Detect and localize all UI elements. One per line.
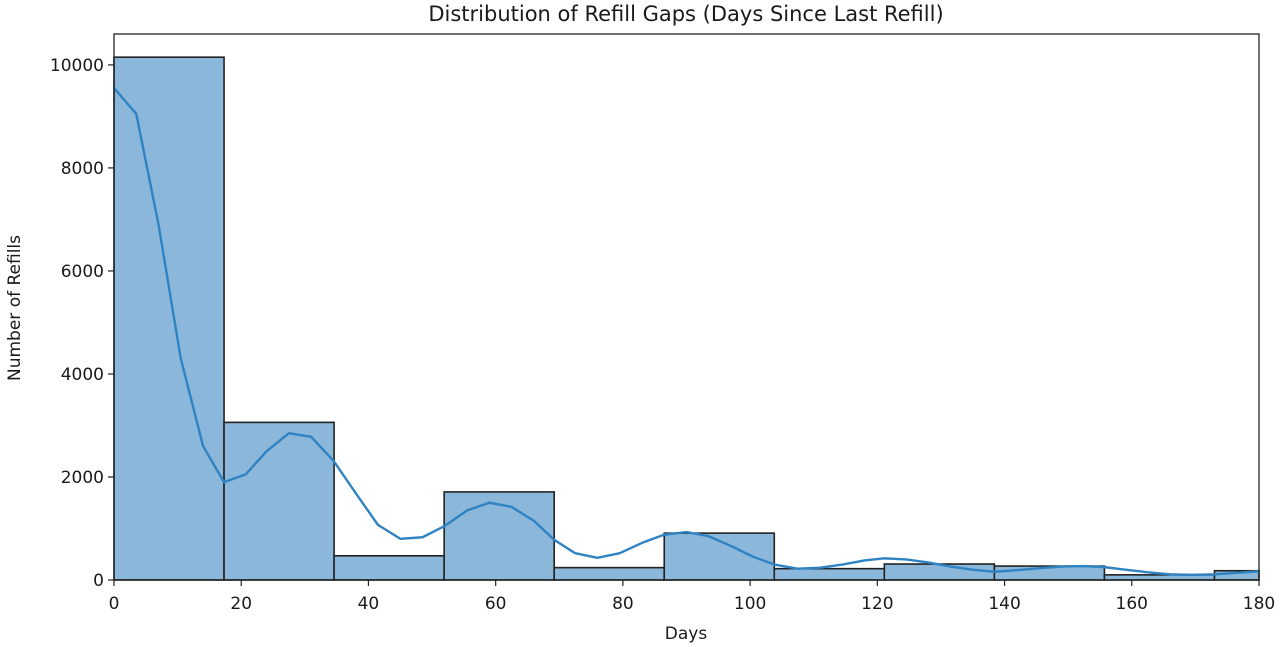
histogram-bar (223, 421, 335, 581)
x-tick-label: 60 (485, 594, 507, 614)
histogram-bar (553, 566, 666, 581)
y-tick-label: 6000 (61, 262, 104, 282)
x-axis-ticks: 0 20 40 60 80 100 120 140 160 180 (109, 580, 1275, 614)
x-tick-label: 140 (988, 594, 1020, 614)
y-tick-label: 0 (93, 571, 104, 591)
x-tick-label: 100 (734, 594, 766, 614)
histogram-bar (773, 567, 886, 581)
x-tick-label: 120 (861, 594, 893, 614)
y-tick-label: 2000 (61, 468, 104, 488)
histogram-bars (113, 56, 1260, 581)
chart-title: Distribution of Refill Gaps (Days Since … (428, 2, 943, 26)
y-axis-ticks: 0 2000 4000 6000 8000 10000 (50, 56, 114, 591)
y-tick-label: 8000 (61, 159, 104, 179)
kde-curve (112, 86, 1261, 577)
x-axis-label: Days (665, 624, 708, 644)
histogram-bar (883, 563, 996, 581)
x-tick-label: 40 (358, 594, 380, 614)
y-tick-label: 4000 (61, 365, 104, 385)
histogram-bar (333, 554, 445, 581)
x-tick-label: 180 (1243, 594, 1275, 614)
x-tick-label: 160 (1116, 594, 1148, 614)
histogram-bar (443, 491, 555, 581)
x-tick-label: 20 (230, 594, 252, 614)
x-tick-label: 80 (612, 594, 634, 614)
y-axis-label: Number of Refills (5, 235, 25, 381)
histogram-bar (113, 56, 225, 581)
x-tick-label: 0 (109, 594, 120, 614)
y-tick-label: 10000 (50, 56, 104, 76)
plot-frame (113, 33, 1260, 581)
